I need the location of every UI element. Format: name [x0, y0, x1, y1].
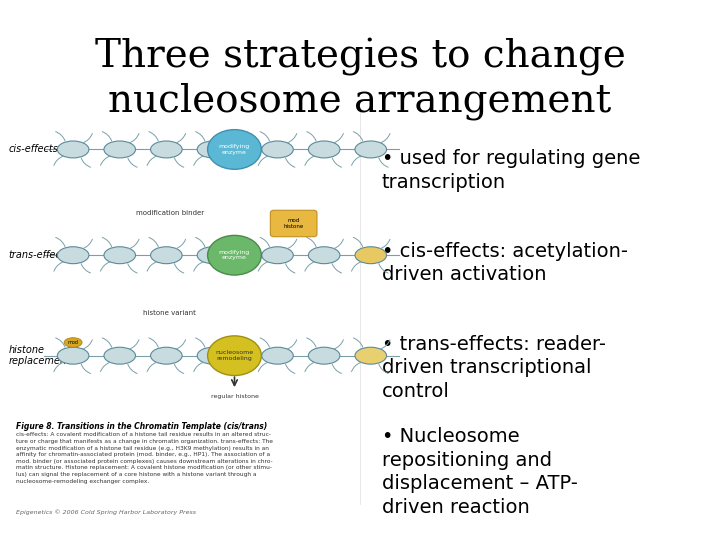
Ellipse shape: [207, 130, 261, 169]
FancyBboxPatch shape: [270, 210, 317, 237]
Text: modifying
enzyme: modifying enzyme: [219, 250, 250, 260]
Ellipse shape: [262, 247, 293, 264]
Text: nucleosome
remodeling: nucleosome remodeling: [215, 350, 253, 361]
Ellipse shape: [197, 247, 229, 264]
Ellipse shape: [104, 347, 135, 364]
Text: Figure 8. Transitions in the Chromatin Template (cis/trans): Figure 8. Transitions in the Chromatin T…: [16, 422, 267, 431]
Ellipse shape: [197, 347, 229, 364]
Ellipse shape: [355, 247, 387, 264]
Text: modification binder: modification binder: [136, 210, 204, 215]
Ellipse shape: [262, 141, 293, 158]
Text: histone
replacement: histone replacement: [9, 345, 71, 367]
Ellipse shape: [355, 141, 387, 158]
Text: Three strategies to change
nucleosome arrangement: Three strategies to change nucleosome ar…: [94, 38, 626, 120]
Ellipse shape: [104, 247, 135, 264]
Text: histone variant: histone variant: [143, 310, 197, 316]
Text: regular histone: regular histone: [210, 394, 258, 399]
Text: cis-effects: A covalent modification of a histone tail residue results in an alt: cis-effects: A covalent modification of …: [16, 433, 273, 483]
Ellipse shape: [150, 247, 182, 264]
Ellipse shape: [308, 247, 340, 264]
Text: cis-effects: cis-effects: [9, 145, 58, 154]
Text: mod: mod: [68, 340, 78, 345]
Ellipse shape: [355, 347, 387, 364]
Text: modifying
enzyme: modifying enzyme: [219, 144, 250, 154]
Ellipse shape: [197, 141, 229, 158]
Ellipse shape: [207, 235, 261, 275]
Ellipse shape: [308, 141, 340, 158]
Text: trans-effects: trans-effects: [9, 250, 71, 260]
Ellipse shape: [58, 247, 89, 264]
Text: • used for regulating gene
transcription: • used for regulating gene transcription: [382, 150, 640, 192]
Text: • cis-effects: acetylation-
driven activation: • cis-effects: acetylation- driven activ…: [382, 242, 628, 285]
Ellipse shape: [64, 338, 82, 347]
Ellipse shape: [58, 141, 89, 158]
Ellipse shape: [150, 141, 182, 158]
Text: mod
histone: mod histone: [283, 218, 303, 228]
Text: • trans-effects: reader-
driven transcriptional
control: • trans-effects: reader- driven transcri…: [382, 335, 606, 401]
Ellipse shape: [207, 336, 261, 375]
Ellipse shape: [308, 347, 340, 364]
Ellipse shape: [58, 347, 89, 364]
Ellipse shape: [262, 347, 293, 364]
Ellipse shape: [104, 141, 135, 158]
Ellipse shape: [150, 347, 182, 364]
Text: Epigenetics © 2006 Cold Spring Harbor Laboratory Press: Epigenetics © 2006 Cold Spring Harbor La…: [16, 509, 196, 515]
Text: • Nucleosome
repositioning and
displacement – ATP-
driven reaction: • Nucleosome repositioning and displacem…: [382, 427, 577, 517]
